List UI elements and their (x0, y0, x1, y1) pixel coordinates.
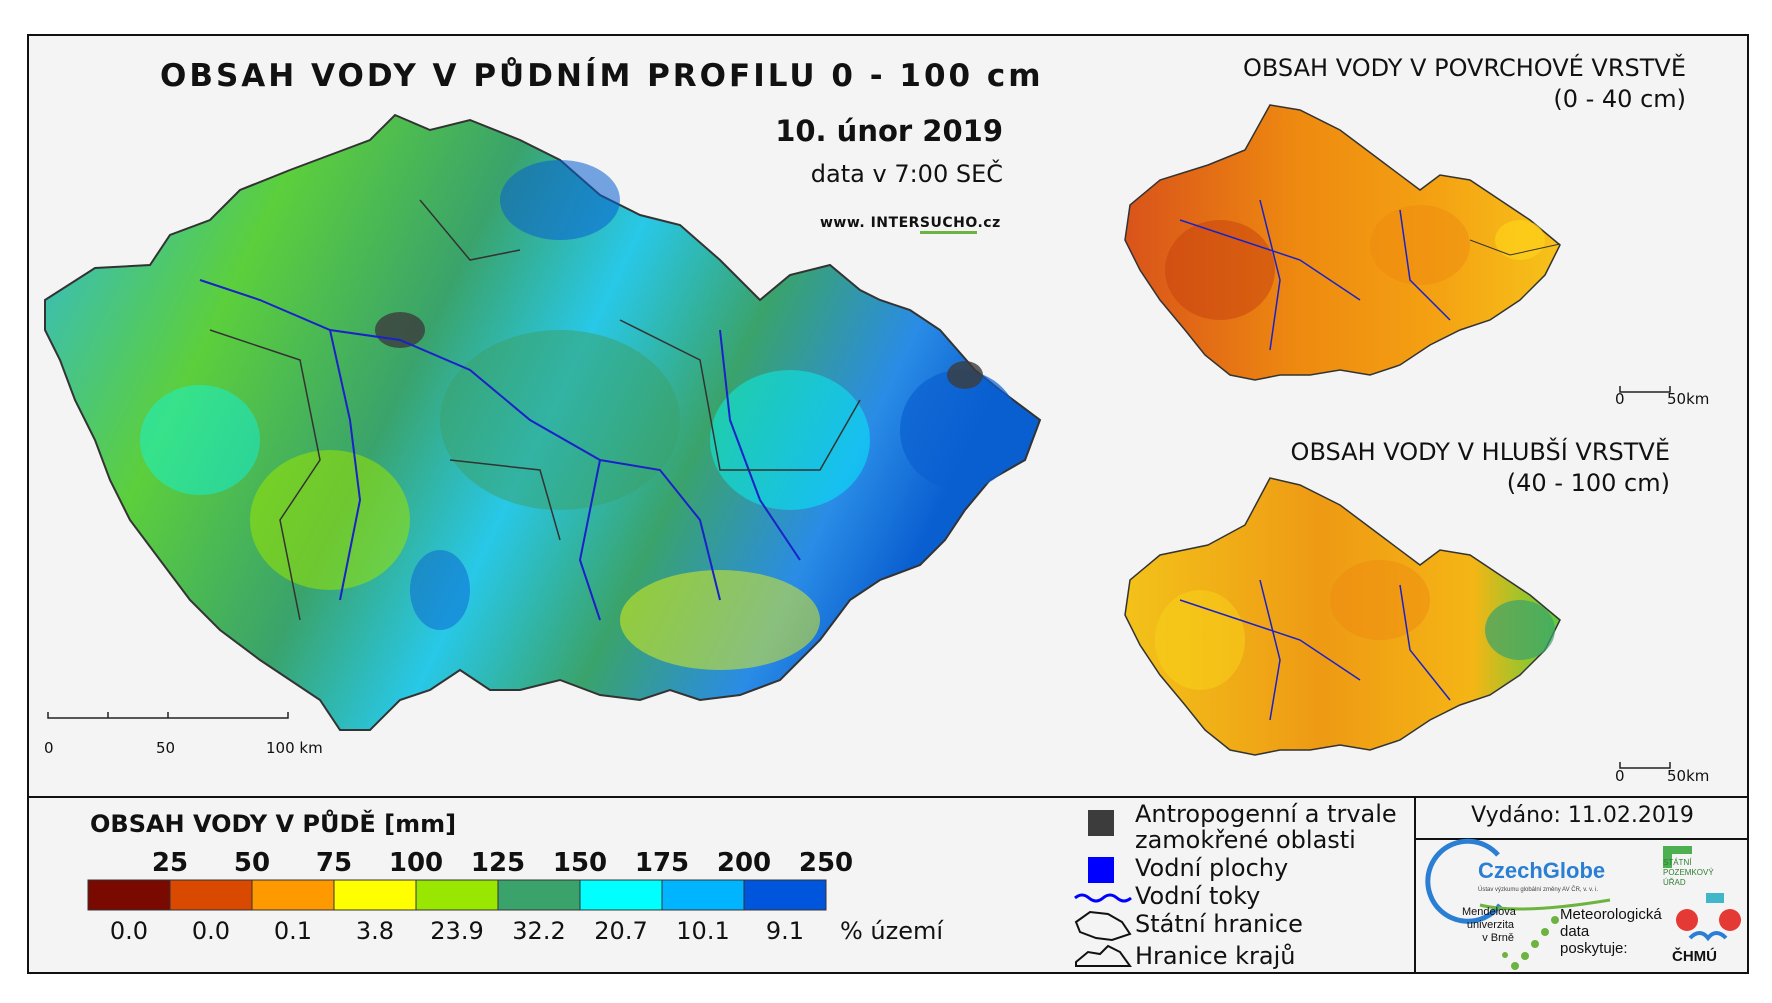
main-soil-water-map (44, 113, 1042, 731)
legend-swatch (169, 879, 253, 911)
legend-swatch (497, 879, 581, 911)
percent-unit-label: % území (840, 917, 944, 945)
issued-divider (1415, 838, 1749, 840)
mendel-logo (1502, 916, 1559, 970)
surface-map-title: OBSAH VODY V POVRCHOVÉ VRSTVĚ (1243, 54, 1686, 82)
spu-text: STÁTNÍ POZEMKOVÝ ÚŘAD (1663, 858, 1714, 887)
spu-logo (1663, 846, 1692, 868)
surface-scale-label-0: 0 (1615, 390, 1625, 408)
legend-threshold: 250 (798, 848, 854, 878)
deep-map-title: OBSAH VODY V HLUBŠÍ VRSTVĚ (1290, 438, 1670, 466)
czechglobe-subtitle: Ústav výzkumu globální změny AV ČR, v. v… (1478, 887, 1599, 893)
legend-percentage: 0.0 (109, 917, 149, 945)
main-scale-label-0: 0 (44, 739, 54, 757)
legend-percentage: 3.8 (355, 917, 395, 945)
surface-scale-bar (1619, 386, 1671, 393)
main-scale-bar (47, 712, 289, 719)
legend-swatch (661, 879, 745, 911)
legend-percentage: 32.2 (512, 917, 566, 945)
legend-threshold: 50 (233, 848, 271, 878)
legend-swatch (415, 879, 499, 911)
surface-layer-map (1124, 104, 1561, 381)
legend-swatch (87, 879, 171, 911)
page-title: OBSAH VODY V PŮDNÍM PROFILU 0 - 100 cm (160, 58, 1044, 94)
legend-percentage: 0.0 (191, 917, 231, 945)
issued-date: Vydáno: 11.02.2019 (1471, 803, 1694, 828)
main-scale-label-100: 100 km (266, 739, 323, 757)
country-outline-icon (1074, 910, 1132, 942)
surface-map-subtitle: (0 - 40 cm) (1553, 85, 1686, 113)
deep-scale-bar (1619, 762, 1671, 769)
czechglobe-logo (1425, 838, 1611, 924)
date-label: 10. únor 2019 (775, 114, 1003, 148)
meteo-text: Meteorologická data poskytuje: (1560, 906, 1662, 957)
legend-water-bodies: Vodní plochy (1135, 854, 1289, 882)
legend-percentage: 23.9 (430, 917, 484, 945)
legend-swatch (579, 879, 663, 911)
legend-threshold: 175 (634, 848, 690, 878)
legend-threshold: 100 (388, 848, 444, 878)
legend-threshold: 200 (716, 848, 772, 878)
legend-threshold: 75 (315, 848, 353, 878)
legend-region-border: Hranice krajů (1135, 942, 1296, 970)
legend-color-bar (87, 879, 827, 911)
deep-scale-label-0: 0 (1615, 767, 1625, 785)
map-legend-icons (1074, 810, 1132, 967)
legend-threshold: 25 (151, 848, 189, 878)
legend-divider (27, 796, 1749, 798)
chmu-name: ČHMÚ (1672, 948, 1717, 965)
legend-anthropogenic-line2: zamokřené oblasti (1135, 826, 1356, 854)
surface-scale-label-50: 50km (1667, 390, 1710, 408)
legend-anthropogenic-line1: Antropogenní a trvale (1135, 800, 1397, 828)
legend-percentage: 10.1 (676, 917, 730, 945)
legend-swatch (251, 879, 335, 911)
time-label: data v 7:00 SEČ (810, 160, 1003, 188)
legend-threshold: 125 (470, 848, 526, 878)
main-scale-label-50: 50 (156, 739, 176, 757)
dark-square-icon (1088, 810, 1114, 836)
legend-percentage: 9.1 (765, 917, 805, 945)
website-url: www. INTERSUCHO.cz (820, 215, 1001, 234)
legend-swatch (333, 879, 417, 911)
info-divider (1414, 797, 1416, 974)
legend-percentage: 0.1 (273, 917, 313, 945)
mendel-text: Mendelova univerzita v Brně (1462, 906, 1516, 944)
legend-title: OBSAH VODY V PŮDĚ [mm] (90, 810, 457, 838)
chmu-logo (1676, 893, 1741, 942)
legend-state-border: Státní hranice (1135, 910, 1303, 938)
blue-square-icon (1088, 857, 1114, 883)
deep-map-subtitle: (40 - 100 cm) (1506, 469, 1670, 497)
river-line-icon (1074, 893, 1132, 903)
legend-percentage: 20.7 (594, 917, 648, 945)
legend-swatch (743, 879, 827, 911)
czechglobe-name: CzechGlobe (1478, 858, 1606, 883)
deep-layer-map (1124, 477, 1561, 756)
legend-threshold: 150 (552, 848, 608, 878)
region-outline-icon (1075, 944, 1132, 967)
legend-rivers: Vodní toky (1135, 882, 1261, 910)
deep-scale-label-50: 50km (1667, 767, 1710, 785)
